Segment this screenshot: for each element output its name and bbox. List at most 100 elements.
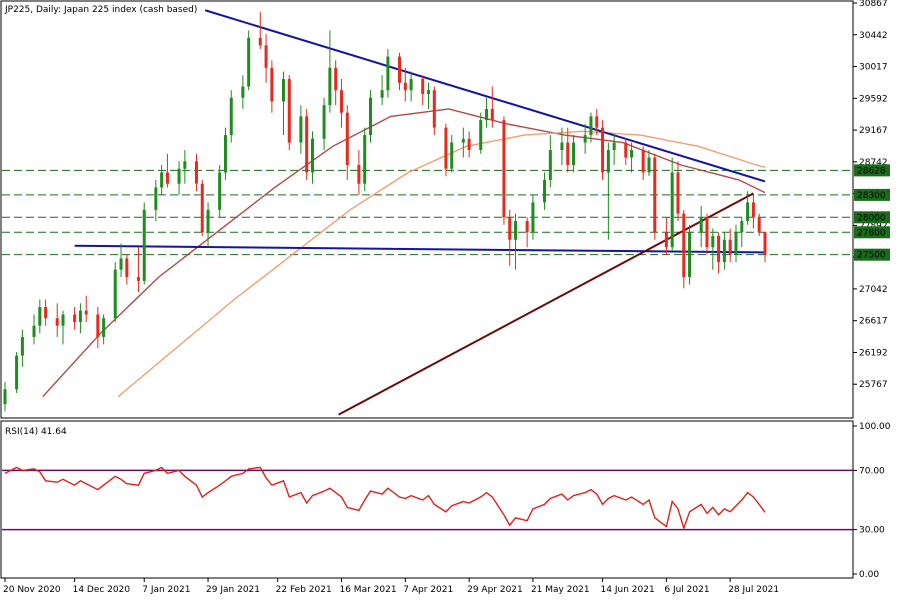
candle [194, 153, 198, 192]
candle-body [218, 172, 222, 210]
candle [606, 142, 610, 240]
candle-body [299, 116, 303, 143]
candle [763, 232, 767, 263]
candle [548, 135, 552, 188]
candle-body [728, 239, 732, 255]
candle [531, 194, 535, 240]
candle-body [322, 105, 326, 139]
candle-body [61, 314, 65, 326]
candle [403, 67, 407, 102]
candle [508, 209, 512, 266]
rsi-axis: 100.00 70.00 30.00 0.00 [853, 422, 891, 580]
candle [490, 86, 494, 128]
date-tick-label: 20 Nov 2020 [3, 585, 61, 595]
candle-body [514, 221, 518, 240]
candle [705, 213, 709, 255]
date-axis: 20 Nov 2020 14 Dec 2020 7 Jan 2021 29 Jan 2… [3, 578, 779, 595]
candle-body [38, 307, 42, 326]
candle [357, 150, 361, 195]
candle-body [427, 90, 431, 94]
rsi-line [4, 466, 766, 531]
candle [398, 52, 402, 91]
candle-body [664, 232, 668, 248]
candle [502, 116, 506, 225]
candle [328, 30, 332, 113]
level-tag-bg [854, 188, 890, 201]
candle-body [699, 217, 703, 233]
candle [258, 11, 262, 50]
candle [427, 82, 431, 109]
candle-body [612, 142, 616, 151]
candle [165, 153, 169, 188]
candle [467, 131, 471, 158]
candle-body [757, 217, 761, 233]
candle-body [258, 37, 262, 46]
candle [38, 299, 42, 334]
candle-body [287, 79, 291, 143]
candle [310, 131, 314, 184]
level-tag-bg [854, 211, 890, 224]
candle-body [676, 172, 680, 214]
level-tag-label: 27500 [857, 251, 886, 261]
candle-body [160, 172, 164, 188]
candle [717, 232, 721, 274]
candle [160, 164, 164, 195]
candle-body [485, 108, 489, 121]
support-line [74, 244, 766, 254]
candle-body [641, 150, 645, 173]
candle-body [548, 150, 552, 180]
main-chart-title: JP225, Daily: Japan 225 index (cash base… [4, 5, 197, 15]
candle [699, 206, 703, 248]
level-tag-bg [854, 164, 890, 177]
candle [84, 295, 88, 322]
candle-body [15, 355, 19, 390]
price-tick-label: 26192 [859, 348, 888, 358]
level-tag-bg [854, 248, 890, 261]
candle [281, 71, 285, 136]
candlestick-series [3, 11, 767, 412]
candle [479, 112, 483, 154]
candle-body [270, 67, 274, 102]
candle [514, 213, 518, 270]
candle-body [589, 116, 593, 136]
candle [125, 254, 129, 285]
candle-body [328, 67, 332, 106]
candle-body [363, 135, 367, 184]
candle [32, 314, 36, 345]
candle-body [183, 161, 187, 169]
candle [444, 123, 448, 177]
price-tick-label: 29167 [859, 126, 888, 136]
candle-body [200, 183, 204, 233]
candle [241, 75, 245, 109]
candle-body [177, 168, 181, 184]
level-tag-label: 28628 [857, 166, 886, 176]
candle-body [247, 37, 251, 87]
rsi-tick-label: 100.00 [859, 422, 891, 432]
candle-body [746, 202, 750, 222]
moving-average-fast [42, 108, 766, 398]
level-tag-label: 28000 [857, 213, 886, 223]
candle-body [368, 97, 372, 136]
price-tick-label: 30867 [859, 0, 888, 9]
candle [583, 123, 587, 154]
candle-body [711, 235, 715, 248]
candle [421, 75, 425, 106]
candle [670, 157, 674, 251]
candle-body [583, 135, 587, 143]
date-tick-label: 7 Apr 2021 [403, 585, 453, 595]
date-tick-label: 29 Jan 2021 [206, 585, 260, 595]
candle [299, 105, 303, 154]
candle-body [740, 221, 744, 233]
candle [543, 172, 547, 210]
date-tick-label: 14 Dec 2020 [73, 585, 131, 595]
candle-body [508, 217, 512, 240]
candle [113, 262, 117, 322]
candle-body [229, 97, 233, 136]
candle-body [78, 310, 82, 322]
candle-body [206, 209, 210, 233]
level-tag-bg [854, 226, 890, 239]
candle [136, 247, 140, 293]
candle-body [142, 209, 146, 281]
candle [206, 202, 210, 248]
